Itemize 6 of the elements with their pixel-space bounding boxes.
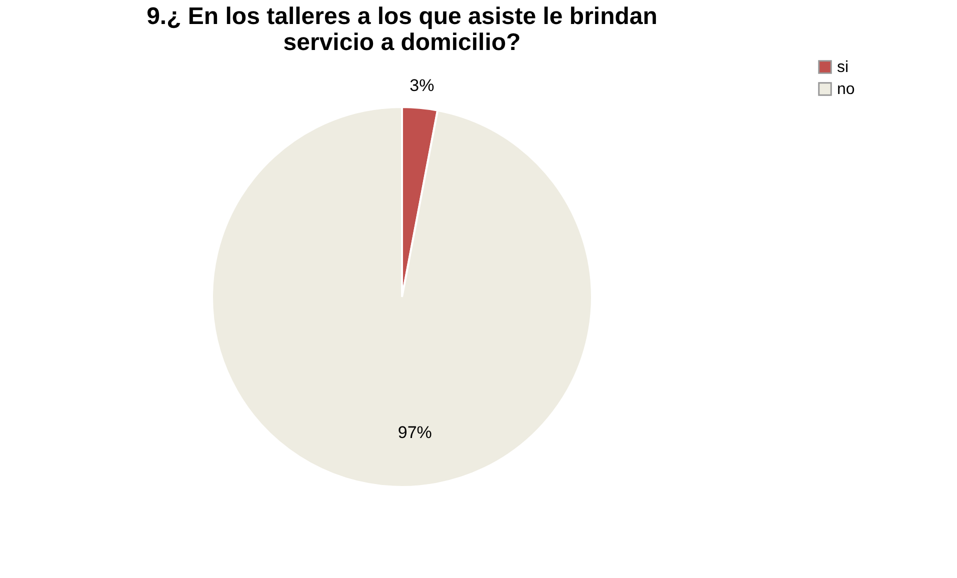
- pie-slice: [211, 106, 593, 488]
- data-label: 97%: [398, 423, 432, 442]
- legend-label: no: [837, 81, 855, 98]
- chart-title: 9.¿ En los talleres a los que asiste le brindan servicio a domicilio?: [146, 3, 658, 56]
- data-label: 3%: [410, 76, 434, 95]
- legend-label: si: [837, 59, 849, 76]
